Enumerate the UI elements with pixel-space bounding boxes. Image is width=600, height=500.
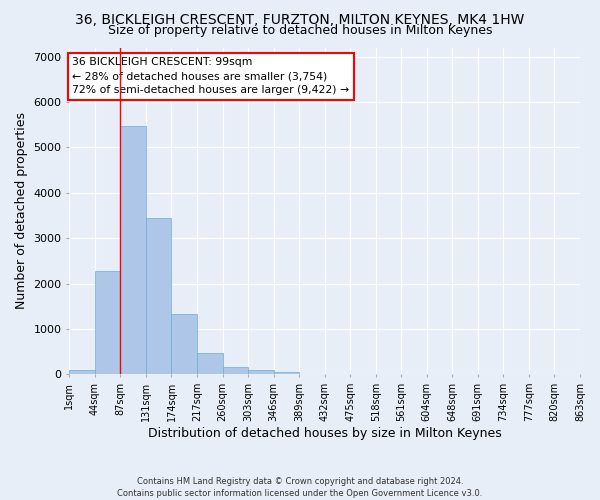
Text: 36 BICKLEIGH CRESCENT: 99sqm
← 28% of detached houses are smaller (3,754)
72% of: 36 BICKLEIGH CRESCENT: 99sqm ← 28% of de… <box>73 58 350 96</box>
Bar <box>223 367 248 374</box>
Bar <box>121 126 146 374</box>
Text: Size of property relative to detached houses in Milton Keynes: Size of property relative to detached ho… <box>108 24 492 37</box>
Bar <box>248 370 274 374</box>
Bar <box>95 272 121 374</box>
Text: Contains HM Land Registry data © Crown copyright and database right 2024.
Contai: Contains HM Land Registry data © Crown c… <box>118 476 482 498</box>
X-axis label: Distribution of detached houses by size in Milton Keynes: Distribution of detached houses by size … <box>148 427 502 440</box>
Bar <box>274 372 299 374</box>
Bar <box>70 370 95 374</box>
Bar <box>146 218 172 374</box>
Bar <box>197 353 223 374</box>
Bar <box>172 314 197 374</box>
Y-axis label: Number of detached properties: Number of detached properties <box>15 112 28 310</box>
Text: 36, BICKLEIGH CRESCENT, FURZTON, MILTON KEYNES, MK4 1HW: 36, BICKLEIGH CRESCENT, FURZTON, MILTON … <box>76 12 524 26</box>
